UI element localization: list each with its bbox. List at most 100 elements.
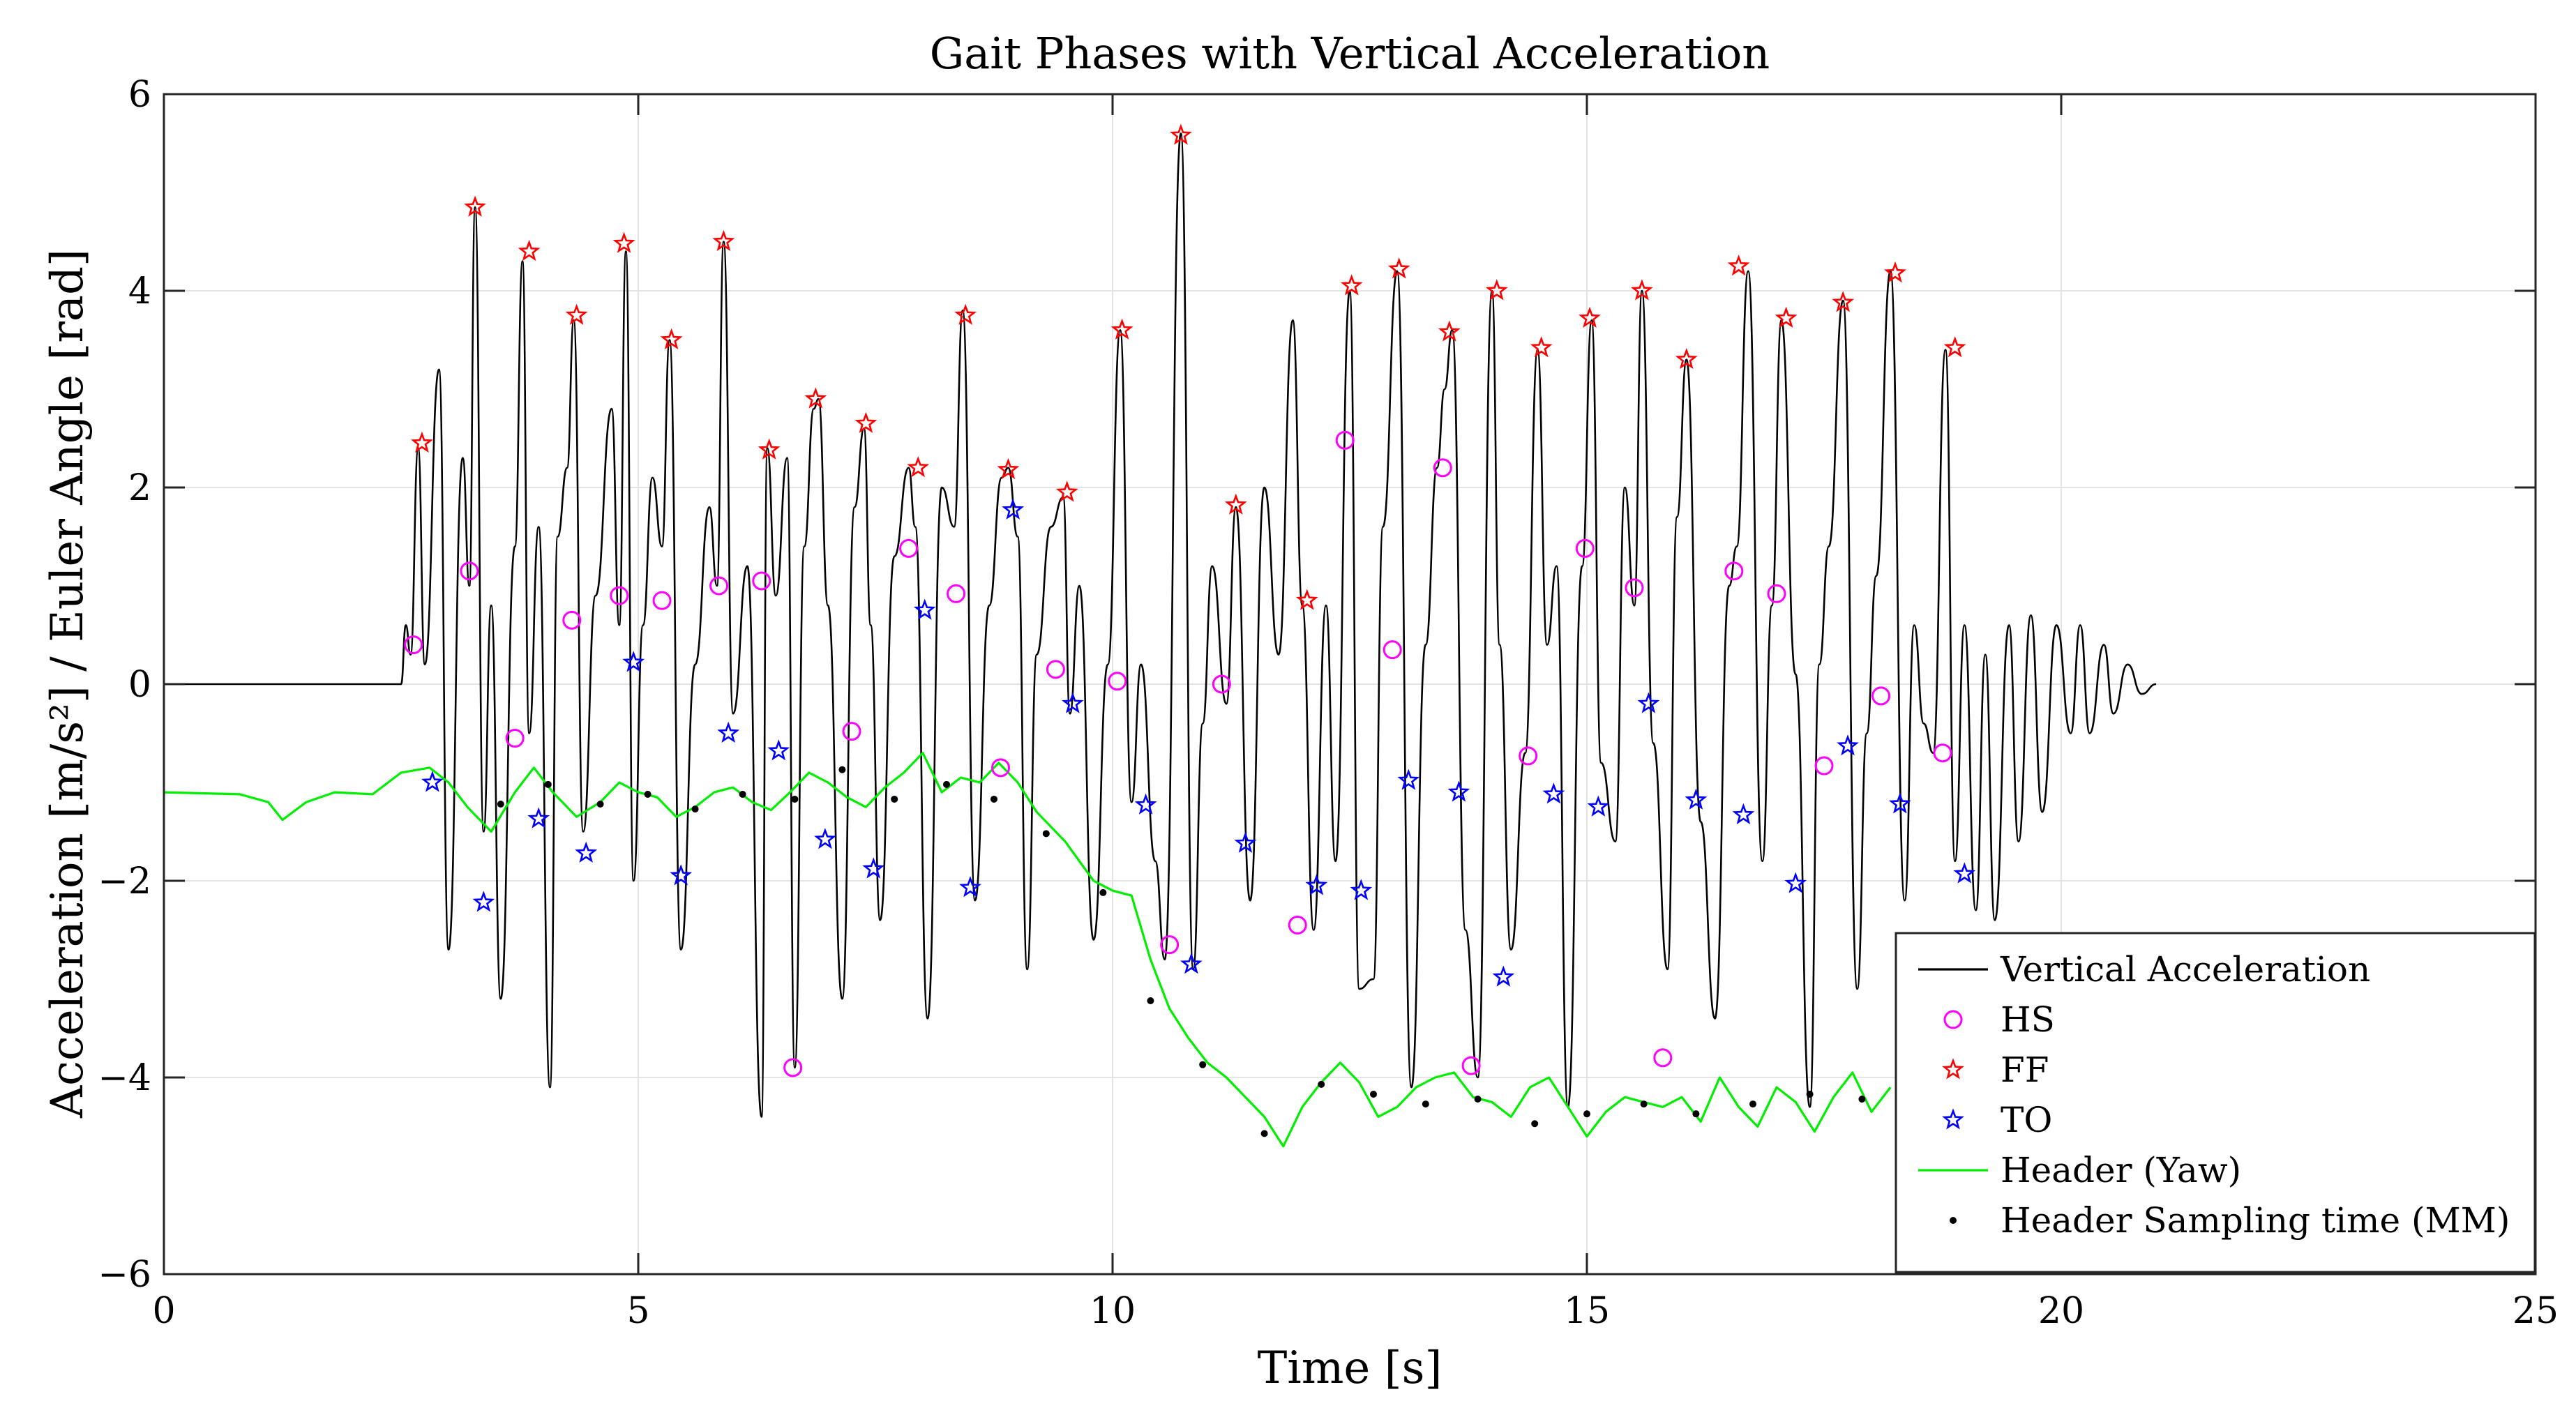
ff-marker: [1832, 291, 1855, 312]
legend: Vertical Acceleration HS FF TO Header (Yaw) H…: [1895, 932, 2536, 1273]
ff-marker: [1387, 257, 1410, 279]
to-marker: [1732, 803, 1755, 824]
x-tick-label: 10: [1090, 1290, 1136, 1332]
ff-marker: [1943, 336, 1966, 358]
header-sampling-point: [1370, 1090, 1377, 1098]
hs-marker: [404, 635, 423, 655]
ff-marker: [1530, 336, 1553, 358]
header-sampling-point: [1099, 888, 1107, 896]
y-tick-label: 2: [128, 467, 151, 509]
hs-marker: [505, 729, 525, 748]
chart-title: Gait Phases with Vertical Acceleration: [930, 28, 1770, 79]
ff-marker: [1055, 481, 1078, 502]
ff-marker: [1884, 261, 1906, 283]
legend-dot-symbol: [1950, 1217, 1957, 1224]
hs-marker: [1046, 660, 1065, 679]
to-marker: [1637, 692, 1660, 713]
x-tick-label: 0: [152, 1290, 175, 1332]
ff-marker: [1675, 347, 1698, 370]
header-sampling-point: [644, 790, 651, 798]
to-marker: [814, 828, 836, 849]
header-sampling-point: [1692, 1110, 1700, 1118]
hs-marker: [991, 758, 1011, 778]
to-marker: [913, 598, 936, 620]
to-marker: [575, 841, 598, 863]
hs-marker: [1653, 1048, 1673, 1068]
x-tick-label: 25: [2513, 1290, 2559, 1332]
hs-marker: [947, 584, 966, 603]
hs-marker: [1461, 1056, 1481, 1075]
ff-marker: [1340, 274, 1363, 296]
x-axis-label: Time [s]: [1258, 1342, 1443, 1394]
ff-marker: [1224, 493, 1247, 515]
hs-marker: [652, 591, 672, 610]
to-marker: [1685, 788, 1708, 810]
y-tick-label: −4: [98, 1057, 151, 1099]
header-sampling-point: [1640, 1100, 1648, 1108]
header-sampling-point: [1318, 1080, 1325, 1088]
header-sampling-point: [838, 766, 846, 773]
y-tick-label: −6: [98, 1254, 151, 1296]
x-tick-label: 20: [2038, 1290, 2084, 1332]
hs-marker: [783, 1058, 803, 1077]
hs-marker: [1433, 458, 1452, 478]
hs-marker: [1383, 640, 1402, 660]
to-marker: [1180, 953, 1203, 974]
to-marker: [1002, 498, 1025, 520]
ff-marker: [1170, 123, 1192, 145]
x-tick-label: 15: [1564, 1290, 1610, 1332]
ff-marker: [854, 411, 878, 433]
header-sampling-point: [791, 795, 799, 803]
ff-marker: [1485, 279, 1508, 301]
hs-marker: [1519, 746, 1538, 766]
header-sampling-point: [544, 780, 552, 788]
to-marker: [1447, 780, 1470, 802]
legend-hs-symbol: [1943, 1010, 1963, 1029]
to-marker: [1134, 793, 1157, 815]
to-marker: [622, 651, 645, 672]
vertical-acceleration-line: [164, 133, 2157, 1118]
header-sampling-point: [1474, 1096, 1482, 1103]
ff-marker: [518, 239, 541, 262]
hs-marker: [610, 586, 629, 605]
ff-marker: [660, 328, 683, 349]
legend-star-symbol: [1942, 1058, 1964, 1080]
y-tick-label: 6: [128, 74, 151, 116]
legend-star-symbol: [1942, 1108, 1964, 1130]
to-marker: [1587, 795, 1610, 817]
axis-ticks: 0 5 10 15 20 25 −6 −4 −2 0 2 4 6: [98, 74, 2559, 1332]
to-marker: [1350, 879, 1373, 900]
hs-marker: [709, 576, 729, 596]
hs-marker: [1933, 743, 1952, 763]
ff-marker: [1295, 589, 1318, 610]
y-axis-label: Acceleration [m/s²] / Euler Angle [rad]: [42, 249, 93, 1119]
to-marker: [670, 864, 693, 886]
to-marker: [1953, 862, 1976, 884]
header-yaw-line: [164, 752, 1892, 1148]
header-sampling-point: [991, 795, 997, 803]
header-sampling-point: [739, 790, 746, 798]
header-sampling-point: [1583, 1110, 1590, 1118]
legend-box: [1895, 932, 2536, 1273]
hs-marker: [1575, 538, 1595, 558]
hs-marker: [1871, 686, 1891, 706]
hs-marker: [1625, 578, 1644, 598]
legend-label: Vertical Acceleration: [2000, 949, 2370, 990]
to-marker: [717, 721, 740, 743]
ff-marker: [997, 457, 1020, 480]
hs-marker: [899, 538, 919, 558]
hs-marker: [1814, 756, 1834, 775]
hs-marker: [842, 722, 861, 741]
ff-marker: [804, 387, 827, 409]
ff-marker: [758, 438, 781, 460]
hs-marker: [1724, 561, 1744, 581]
to-marker: [767, 739, 790, 761]
ff-marker: [1438, 320, 1461, 342]
to-marker: [1061, 692, 1084, 713]
hs-marker: [1288, 915, 1307, 934]
to-marker: [1492, 965, 1515, 987]
ff-marker: [712, 229, 735, 251]
to-marker: [1888, 792, 1911, 814]
header-sampling-point: [1806, 1090, 1814, 1098]
